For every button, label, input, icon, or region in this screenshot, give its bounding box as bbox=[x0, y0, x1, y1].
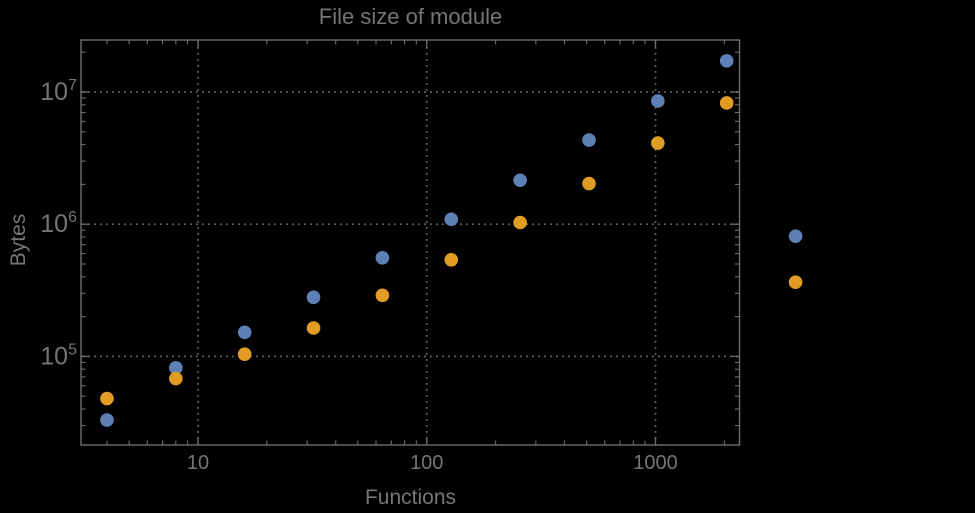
data-point-blue-x4 bbox=[100, 413, 114, 427]
data-point-blue-x256 bbox=[513, 173, 527, 188]
y-tick-label-1e7: 107 bbox=[40, 77, 77, 106]
data-point-blue-x1024 bbox=[651, 94, 665, 108]
data-point-orange-x2048 bbox=[719, 96, 734, 110]
x-tick-label-10: 10 bbox=[187, 452, 209, 474]
y-axis-label: Bytes bbox=[7, 213, 30, 267]
x-tick-label-100: 100 bbox=[410, 452, 443, 474]
data-point-blue-x2048 bbox=[719, 54, 734, 68]
data-point-blue-x64 bbox=[375, 250, 390, 265]
data-point-orange-x1024 bbox=[651, 136, 665, 150]
data-point-orange-x16 bbox=[237, 347, 252, 361]
y-tick-exponent: 5 bbox=[68, 341, 77, 358]
data-point-blue-x32 bbox=[306, 290, 321, 305]
data-point-orange-x32 bbox=[306, 321, 321, 335]
data-point-blue-x8 bbox=[169, 360, 183, 375]
data-point-orange-x128 bbox=[444, 252, 459, 267]
y-tick-label-1e5: 105 bbox=[40, 341, 77, 370]
y-tick-exponent: 7 bbox=[68, 77, 77, 94]
data-point-orange-x256 bbox=[513, 215, 527, 230]
data-point-orange-x64 bbox=[375, 288, 390, 303]
x-tick-label-1000: 1000 bbox=[633, 452, 678, 474]
data-point-blue-x512 bbox=[582, 133, 596, 147]
plot-frame bbox=[80, 39, 741, 446]
y-tick-exponent: 6 bbox=[68, 209, 77, 226]
plot-title: File size of module bbox=[318, 4, 503, 29]
data-point-orange-x8 bbox=[169, 371, 183, 386]
data-point-orange-x4096 bbox=[788, 275, 803, 290]
data-point-blue-x16 bbox=[237, 325, 252, 340]
y-tick-label-1e6: 106 bbox=[40, 209, 77, 238]
data-point-orange-x4 bbox=[100, 391, 114, 406]
data-point-blue-x4096 bbox=[788, 229, 803, 244]
data-point-orange-x512 bbox=[582, 176, 596, 191]
data-point-blue-x128 bbox=[444, 212, 459, 227]
x-axis-label: Functions bbox=[364, 486, 457, 509]
